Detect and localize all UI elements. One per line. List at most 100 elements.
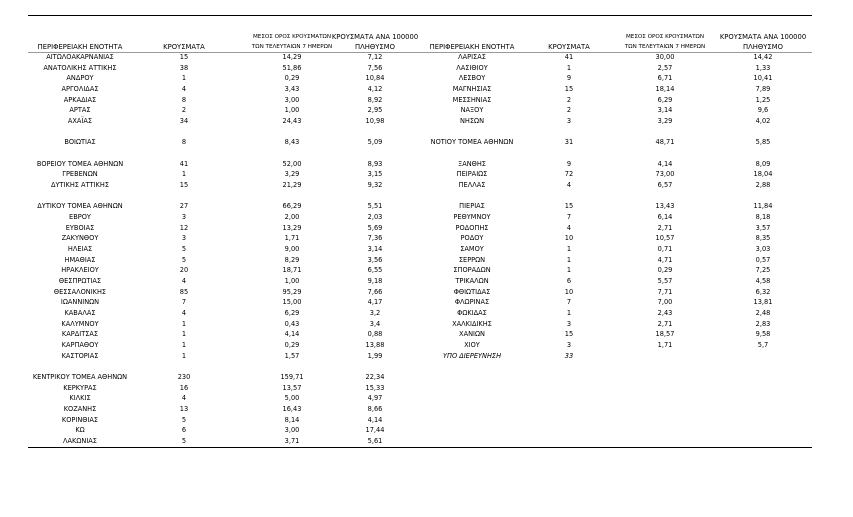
cases: 5 (181, 245, 187, 254)
seven-day-average: 3,00 (284, 95, 300, 104)
cases-per-100k: 9,18 (367, 277, 383, 286)
region: ΣΠΟΡΑΔΩΝ (453, 266, 491, 275)
seven-day-average: 2,57 (657, 63, 673, 72)
region: ΚΑΡΠΑΘΟΥ (61, 341, 99, 350)
region: ΛΑΡΙΣΑΣ (458, 53, 486, 61)
cases-per-100k: 5,85 (755, 138, 771, 147)
cases-per-100k: 5,7 (757, 341, 769, 350)
region: ΝΑΞΟΥ (460, 106, 484, 115)
cases: 3 (181, 213, 187, 222)
cases-per-100k: 10,84 (365, 74, 385, 83)
cases: 1 (181, 319, 187, 328)
column-header: ΚΡΟΥΣΜΑΤΑ (163, 43, 205, 51)
seven-day-average: 5,00 (284, 394, 300, 403)
region: ΧΑΛΚΙΔΙΚΗΣ (452, 319, 492, 328)
cases: 85 (179, 287, 189, 296)
cases-per-100k: 1,99 (367, 351, 383, 360)
cases-per-100k: 3,2 (369, 309, 381, 318)
cases: 12 (179, 223, 189, 232)
seven-day-average: 52,00 (282, 159, 302, 168)
region: ΞΑΝΘΗΣ (458, 159, 486, 168)
cases-per-100k: 2,48 (755, 309, 771, 318)
cases-per-100k: 5,61 (367, 437, 383, 446)
region: ΒΟΡΕΙΟΥ ΤΟΜΕΑ ΑΘΗΝΩΝ (36, 159, 124, 168)
cases-per-100k: 13,81 (753, 298, 773, 307)
cases-per-100k: 3,03 (755, 245, 771, 254)
cases: 41 (179, 159, 189, 168)
region: ΣΑΜΟΥ (460, 245, 484, 254)
seven-day-average: 8,43 (284, 138, 300, 147)
cases-per-100k: 9,58 (755, 330, 771, 339)
seven-day-average: 6,57 (657, 181, 673, 190)
region: ΑΙΤΩΛΟΑΚΑΡΝΑΝΙΑΣ (46, 53, 114, 61)
seven-day-average: 16,43 (282, 405, 302, 414)
cases: 4 (181, 394, 187, 403)
seven-day-average: 6,29 (657, 95, 673, 104)
cases: 34 (179, 117, 189, 126)
cases: 27 (179, 202, 189, 211)
region: ΚΑΒΑΛΑΣ (64, 309, 96, 318)
cases: 1 (566, 266, 572, 275)
cases-per-100k: 0,57 (755, 255, 771, 264)
cases-per-100k: 7,12 (367, 53, 383, 61)
cases-per-100k: 14,42 (753, 53, 773, 61)
region: ΝΟΤΙΟΥ ΤΟΜΕΑ ΑΘΗΝΩΝ (430, 138, 514, 147)
seven-day-average: 0,29 (284, 74, 300, 83)
cases: 4 (181, 85, 187, 93)
cases: 38 (179, 63, 189, 72)
cases: 4 (566, 223, 572, 232)
cases: 230 (177, 373, 191, 382)
seven-day-average: 18,14 (655, 85, 675, 93)
region: ΔΥΤΙΚΗΣ ΑΤΤΙΚΗΣ (50, 181, 109, 190)
cases-per-100k: 10,98 (365, 117, 385, 126)
cases-per-100k: 5,51 (367, 202, 383, 211)
region: ΜΕΣΣΗΝΙΑΣ (452, 95, 492, 104)
seven-day-average: 13,43 (655, 202, 675, 211)
cases: 13 (179, 405, 189, 414)
seven-day-average: 13,57 (282, 383, 302, 392)
cases: 1 (181, 74, 187, 83)
region: ΗΛΕΙΑΣ (67, 245, 93, 254)
region: ΕΒΡΟΥ (69, 213, 91, 222)
top-rule (28, 15, 812, 16)
seven-day-average: 1,00 (284, 277, 300, 286)
cases: 2 (566, 95, 572, 104)
cases-per-100k: 8,92 (367, 95, 383, 104)
seven-day-average: 6,29 (284, 309, 300, 318)
region: ΚΑΣΤΟΡΙΑΣ (61, 351, 99, 360)
region: ΦΩΚΙΔΑΣ (457, 309, 487, 318)
cases-per-100k: 9,32 (367, 181, 383, 190)
region: ΦΘΙΩΤΙΔΑΣ (453, 287, 491, 296)
seven-day-average: 1,71 (284, 234, 300, 243)
cases-per-100k: 4,97 (367, 394, 383, 403)
seven-day-average: 2,00 (284, 213, 300, 222)
cases-per-100k: 8,35 (755, 234, 771, 243)
seven-day-average: 30,00 (655, 53, 675, 61)
cases: 5 (181, 415, 187, 424)
cases-per-100k: 9,6 (757, 106, 769, 115)
region: ΤΡΙΚΑΛΩΝ (455, 277, 489, 286)
seven-day-average: 1,57 (284, 351, 300, 360)
cases: 15 (564, 330, 574, 339)
cases: 3 (566, 117, 572, 126)
region: ΚΑΛΥΜΝΟΥ (61, 319, 99, 328)
region: ΛΑΚΩΝΙΑΣ (63, 437, 97, 446)
cases: 16 (179, 383, 189, 392)
seven-day-average: 51,86 (282, 63, 302, 72)
cases-per-100k: 13,88 (365, 341, 385, 350)
seven-day-average: 2,43 (657, 309, 673, 318)
cases: 8 (181, 138, 187, 147)
cases-per-100k: 18,04 (753, 170, 773, 179)
cases: 1 (566, 309, 572, 318)
seven-day-average: 159,71 (280, 373, 304, 382)
region: ΣΕΡΡΩΝ (458, 255, 486, 264)
column-header: ΠΕΡΙΦΕΡΕΙΑΚΗ ΕΝΟΤΗΤΑ (37, 43, 123, 51)
region: ΜΑΓΝΗΣΙΑΣ (452, 85, 492, 93)
seven-day-average: 2,71 (657, 319, 673, 328)
column-header: ΠΛΗΘΥΣΜΟ (355, 43, 395, 51)
cases-per-100k: 8,93 (367, 159, 383, 168)
seven-day-average: 24,43 (282, 117, 302, 126)
cases-per-100k: 6,32 (755, 287, 771, 296)
region: ΑΡΓΟΛΙΔΑΣ (61, 85, 99, 93)
